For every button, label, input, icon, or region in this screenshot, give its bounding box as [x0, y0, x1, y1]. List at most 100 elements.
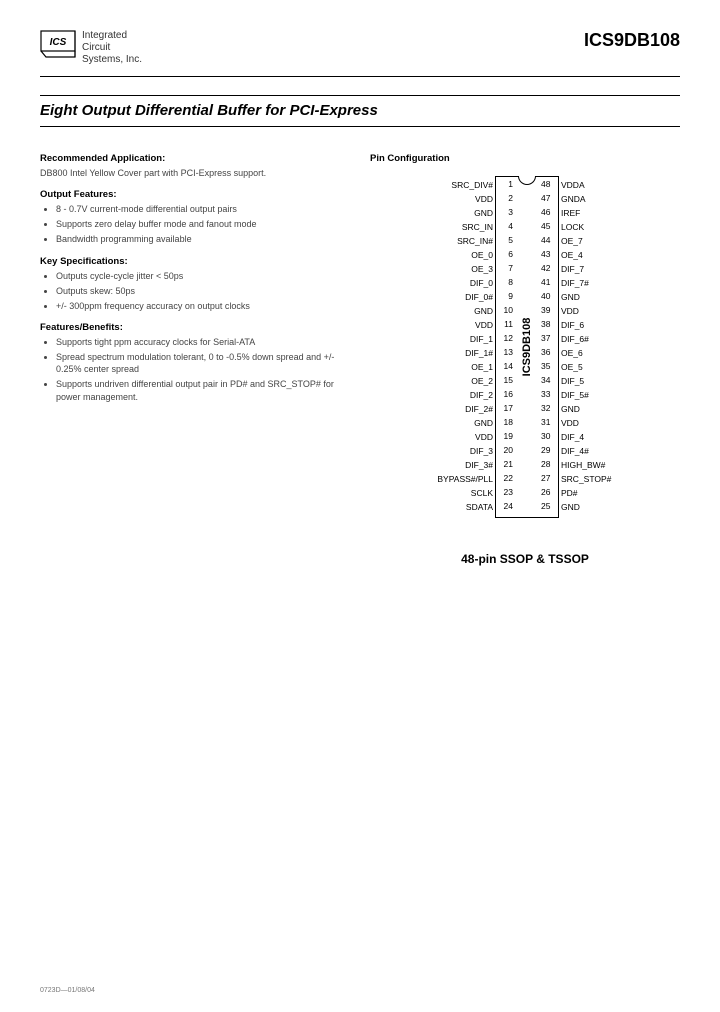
pin-number: 37: [541, 333, 555, 343]
key-specs-heading: Key Specifications:: [40, 256, 350, 267]
pin-label-right: OE_4: [561, 248, 665, 262]
pin-number: 44: [541, 235, 555, 245]
company-logo-block: ICS Integrated Circuit Systems, Inc.: [40, 30, 142, 66]
pin-label-left: SDATA: [385, 500, 493, 514]
features-column: Recommended Application: DB800 Intel Yel…: [40, 143, 350, 566]
pin-number: 35: [541, 361, 555, 371]
pin-number: 23: [499, 487, 513, 497]
output-features-heading: Output Features:: [40, 189, 350, 200]
pin-label-left: SRC_IN#: [385, 234, 493, 248]
pin-label-left: OE_3: [385, 262, 493, 276]
pin-number: 1: [499, 179, 513, 189]
list-item: +/- 300ppm frequency accuracy on output …: [56, 300, 350, 312]
pin-label-left: VDD: [385, 318, 493, 332]
pin-number: 20: [499, 445, 513, 455]
pin-label-left: GND: [385, 304, 493, 318]
pin-number: 11: [499, 319, 513, 329]
list-item: 8 - 0.7V current-mode differential outpu…: [56, 203, 350, 215]
pin-label-right: OE_6: [561, 346, 665, 360]
key-specs-list: Outputs cycle-cycle jitter < 50psOutputs…: [40, 270, 350, 312]
pin-number: 31: [541, 417, 555, 427]
pin-number: 39: [541, 305, 555, 315]
pin-label-right: GND: [561, 500, 665, 514]
pin-label-left: VDD: [385, 430, 493, 444]
pin-number: 29: [541, 445, 555, 455]
pin-label-right: GND: [561, 402, 665, 416]
list-item: Outputs skew: 50ps: [56, 285, 350, 297]
pin-label-right: DIF_7#: [561, 276, 665, 290]
pin-label-left: OE_1: [385, 360, 493, 374]
pin-label-left: BYPASS#/PLL: [385, 472, 493, 486]
company-name-line2: Circuit: [82, 42, 142, 54]
pin-number: 18: [499, 417, 513, 427]
pin-number: 41: [541, 277, 555, 287]
pin-label-left: GND: [385, 206, 493, 220]
pin-label-right: DIF_5#: [561, 388, 665, 402]
list-item: Bandwidth programming available: [56, 233, 350, 245]
svg-text:ICS: ICS: [50, 37, 67, 48]
pin-number: 26: [541, 487, 555, 497]
pin-number: 24: [499, 501, 513, 511]
pin-label-right: IREF: [561, 206, 665, 220]
pin-number: 30: [541, 431, 555, 441]
page-title: Eight Output Differential Buffer for PCI…: [40, 102, 378, 119]
title-bar: Eight Output Differential Buffer for PCI…: [40, 95, 680, 127]
pin-number: 13: [499, 347, 513, 357]
pin-label-right: OE_7: [561, 234, 665, 248]
list-item: Supports undriven differential output pa…: [56, 378, 350, 402]
features-benefits-list: Supports tight ppm accuracy clocks for S…: [40, 336, 350, 403]
pin-label-right: OE_5: [561, 360, 665, 374]
pin-label-left: SRC_DIV#: [385, 178, 493, 192]
pin-label-right: LOCK: [561, 220, 665, 234]
pinout-diagram: ICS9DB108 SRC_DIV#1VDD2GND3SRC_IN4SRC_IN…: [385, 170, 665, 540]
pin-number: 47: [541, 193, 555, 203]
pin-label-right: DIF_4: [561, 430, 665, 444]
pin-label-left: DIF_3#: [385, 458, 493, 472]
pin-label-right: VDDA: [561, 178, 665, 192]
pin-label-left: DIF_1: [385, 332, 493, 346]
company-name-line3: Systems, Inc.: [82, 54, 142, 66]
pin-label-right: DIF_6#: [561, 332, 665, 346]
pin-label-left: DIF_3: [385, 444, 493, 458]
pin-number: 22: [499, 473, 513, 483]
pin-number: 4: [499, 221, 513, 231]
pin-config-column: Pin Configuration ICS9DB108 SRC_DIV#1VDD…: [370, 143, 680, 566]
pin-label-left: DIF_0#: [385, 290, 493, 304]
pin-label-left: DIF_1#: [385, 346, 493, 360]
pin-label-right: GND: [561, 290, 665, 304]
pin-label-left: OE_0: [385, 248, 493, 262]
pin-number: 25: [541, 501, 555, 511]
pin-number: 10: [499, 305, 513, 315]
pin-number: 42: [541, 263, 555, 273]
pin-label-right: DIF_5: [561, 374, 665, 388]
list-item: Supports tight ppm accuracy clocks for S…: [56, 336, 350, 348]
pin-number: 43: [541, 249, 555, 259]
pin-label-left: DIF_2#: [385, 402, 493, 416]
content-columns: Recommended Application: DB800 Intel Yel…: [40, 143, 680, 566]
part-number: ICS9DB108: [584, 30, 680, 51]
pin-label-right: DIF_4#: [561, 444, 665, 458]
pin-label-left: DIF_0: [385, 276, 493, 290]
pin-config-heading: Pin Configuration: [370, 153, 680, 164]
pin-label-left: VDD: [385, 192, 493, 206]
pin-label-right: DIF_6: [561, 318, 665, 332]
pin-label-right: GNDA: [561, 192, 665, 206]
pin-number: 27: [541, 473, 555, 483]
pin-number: 14: [499, 361, 513, 371]
features-benefits-heading: Features/Benefits:: [40, 322, 350, 333]
pin-number: 8: [499, 277, 513, 287]
company-name: Integrated Circuit Systems, Inc.: [82, 30, 142, 66]
pin-label-left: OE_2: [385, 374, 493, 388]
pin-label-right: HIGH_BW#: [561, 458, 665, 472]
pin-number: 36: [541, 347, 555, 357]
pin-number: 15: [499, 375, 513, 385]
pin-label-right: DIF_7: [561, 262, 665, 276]
pin-number: 34: [541, 375, 555, 385]
pin-number: 32: [541, 403, 555, 413]
pin-label-left: SRC_IN: [385, 220, 493, 234]
pin-number: 3: [499, 207, 513, 217]
datasheet-page: ICS Integrated Circuit Systems, Inc. ICS…: [0, 0, 720, 1012]
pin-number: 16: [499, 389, 513, 399]
pin-number: 40: [541, 291, 555, 301]
pin-number: 46: [541, 207, 555, 217]
